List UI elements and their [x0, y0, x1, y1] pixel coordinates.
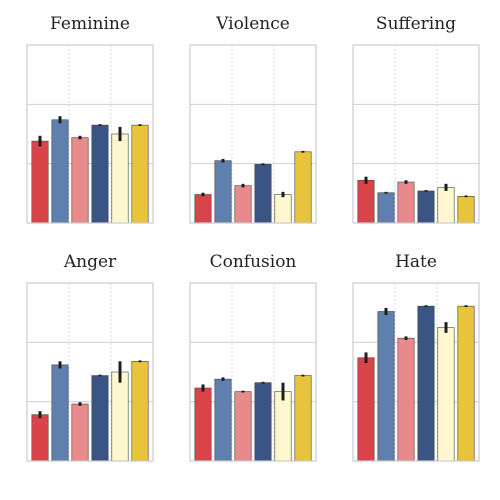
- bar: [195, 195, 211, 223]
- panel-title: Anger: [63, 252, 117, 272]
- bar: [438, 187, 454, 223]
- bar: [52, 365, 68, 461]
- bar: [458, 196, 474, 223]
- bar: [255, 164, 271, 223]
- bar: [438, 328, 454, 462]
- bar: [32, 415, 48, 461]
- panel-title: Suffering: [376, 14, 456, 34]
- bar: [378, 311, 394, 461]
- bar: [418, 306, 434, 461]
- bar: [72, 138, 88, 223]
- bar: [132, 125, 148, 223]
- bar: [112, 372, 128, 461]
- panel-title: Hate: [395, 252, 437, 272]
- bar: [112, 134, 128, 223]
- bar: [215, 161, 231, 223]
- panel-title: Feminine: [50, 14, 130, 34]
- panel-suffering: Suffering: [353, 14, 479, 223]
- panel-title: Violence: [215, 14, 290, 34]
- panel-confusion: Confusion: [190, 252, 316, 461]
- bar: [92, 125, 108, 223]
- bar: [132, 361, 148, 461]
- bar: [235, 392, 251, 461]
- bar: [52, 120, 68, 223]
- bar: [398, 182, 414, 223]
- bar: [275, 392, 291, 461]
- bar: [32, 141, 48, 223]
- bar: [458, 306, 474, 461]
- bar: [255, 383, 271, 461]
- bar: [92, 376, 108, 461]
- bar: [195, 388, 211, 461]
- bar: [358, 358, 374, 461]
- bar: [235, 186, 251, 223]
- panel-anger: Anger: [27, 252, 153, 461]
- panel-feminine: Feminine: [27, 14, 153, 223]
- bar: [295, 152, 311, 223]
- panel-violence: Violence: [190, 14, 316, 223]
- bar: [295, 376, 311, 461]
- bar: [72, 404, 88, 461]
- bar: [215, 379, 231, 461]
- bar: [398, 338, 414, 461]
- panel-title: Confusion: [210, 252, 297, 272]
- bar: [275, 195, 291, 223]
- bar: [378, 193, 394, 223]
- bar: [358, 180, 374, 223]
- bar: [418, 191, 434, 223]
- panel-hate: Hate: [353, 252, 479, 461]
